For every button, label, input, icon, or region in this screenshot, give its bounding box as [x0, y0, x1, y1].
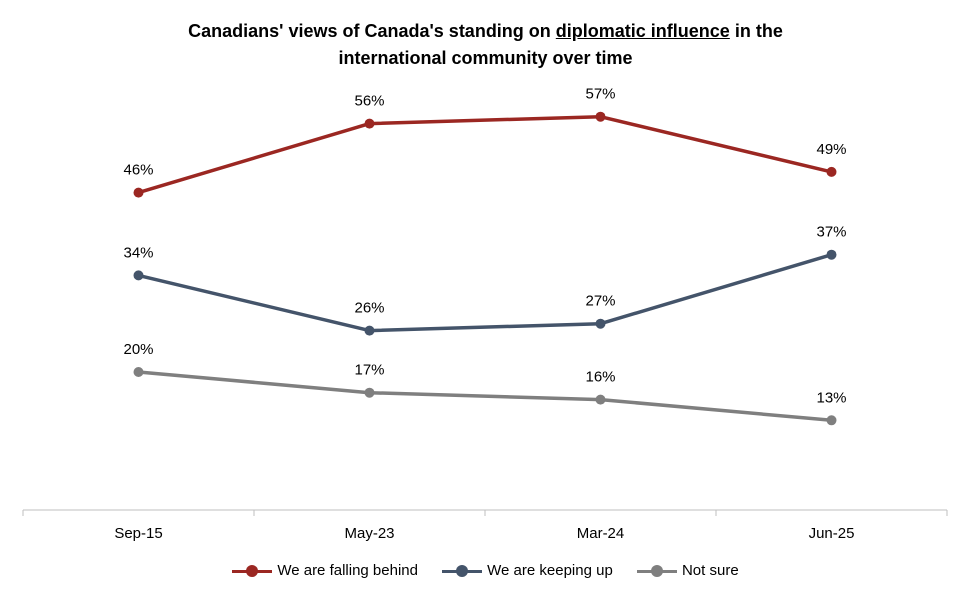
legend-marker-not-sure — [636, 564, 677, 577]
data-label: 57% — [585, 86, 615, 103]
chart-title-underlined: diplomatic influence — [555, 21, 730, 41]
data-label: 13% — [816, 389, 846, 406]
legend: We are falling behind We are keeping up … — [0, 562, 971, 581]
series-line — [136, 370, 834, 423]
x-tick-label: Sep-15 — [114, 525, 162, 542]
data-point — [826, 166, 837, 177]
legend-marker-falling-behind — [232, 564, 273, 577]
data-point — [364, 118, 375, 129]
legend-item-falling-behind: We are falling behind — [232, 562, 418, 579]
x-tick-label: Mar-24 — [577, 525, 625, 542]
data-point — [133, 367, 144, 377]
chart-title-line2: international community over time — [338, 48, 633, 68]
data-point — [364, 325, 375, 336]
data-point — [133, 187, 144, 198]
legend-item-keeping-up: We are keeping up — [442, 562, 613, 579]
legend-label-falling-behind: We are falling behind — [277, 562, 418, 579]
data-label: 49% — [816, 141, 846, 158]
data-label: 27% — [585, 293, 615, 310]
data-label: 37% — [816, 224, 846, 241]
legend-label-not-sure: Not sure — [681, 562, 739, 579]
data-label: 20% — [123, 341, 153, 358]
chart-title-part2: in the — [729, 21, 783, 41]
data-label: 46% — [123, 162, 153, 179]
data-point — [595, 394, 606, 405]
data-label: 16% — [585, 369, 615, 386]
data-point — [595, 318, 606, 329]
x-tick-label: May-23 — [344, 525, 394, 542]
series-line — [136, 114, 834, 195]
data-label: 26% — [354, 300, 384, 317]
data-point — [364, 387, 375, 398]
x-tick-label: Jun-25 — [809, 525, 855, 542]
legend-label-keeping-up: We are keeping up — [487, 562, 613, 579]
data-label: 56% — [354, 93, 384, 110]
legend-item-not-sure: Not sure — [636, 562, 739, 579]
series-line — [136, 252, 834, 333]
chart-title-part1: Canadians' views of Canada's standing on — [188, 21, 556, 41]
data-point — [826, 249, 837, 260]
chart-title: Canadians' views of Canada's standing on… — [0, 18, 971, 72]
legend-marker-keeping-up — [442, 564, 483, 577]
data-label: 17% — [354, 362, 384, 379]
data-label: 34% — [123, 244, 153, 261]
data-point — [133, 270, 144, 281]
data-point — [595, 111, 606, 122]
data-point — [826, 415, 837, 426]
